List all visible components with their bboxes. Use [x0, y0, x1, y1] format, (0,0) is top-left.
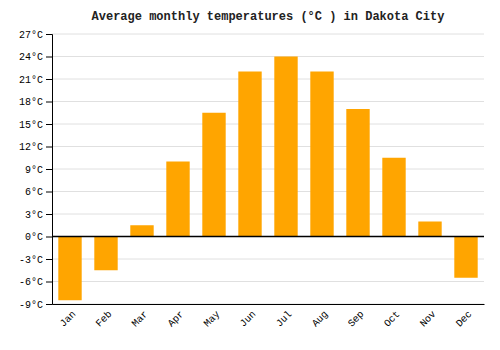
y-tick-mark	[46, 304, 52, 305]
grid-line	[52, 79, 484, 80]
x-tick: May	[202, 309, 223, 330]
y-tick: 12°C	[19, 142, 52, 153]
x-tick-label: Oct	[382, 309, 403, 330]
zero-line	[52, 236, 484, 238]
grid-line	[52, 191, 484, 192]
y-tick-label: 12°C	[19, 142, 43, 153]
x-tick: Mar	[130, 309, 151, 330]
grid-line	[52, 124, 484, 125]
bar	[274, 57, 297, 237]
grid	[52, 34, 484, 304]
plot: -9°C -6°C -3°C 0°C 3°C 6°C 9°C 12°C 15°C 18°C 21°C…	[19, 30, 485, 330]
grid-line	[52, 236, 484, 237]
x-tick-label: May	[202, 309, 223, 330]
y-tick-label: -6°C	[19, 277, 43, 288]
grid-line	[52, 281, 484, 282]
x-tick-label: Jul	[274, 309, 295, 330]
y-tick-label: 27°C	[19, 30, 43, 41]
y-tick-label: 9°C	[25, 165, 43, 176]
y-tick-mark	[46, 259, 52, 260]
bar	[130, 225, 153, 236]
y-tick-mark	[46, 79, 52, 80]
x-tick-label: Jun	[238, 309, 259, 330]
x-tick-label: Sep	[346, 309, 367, 330]
x-tick: Sep	[346, 309, 367, 330]
x-tick-label: Dec	[454, 309, 475, 330]
y-axis-line	[46, 35, 53, 305]
y-tick: -6°C	[19, 277, 52, 288]
bar	[58, 237, 81, 301]
y-tick-label: -3°C	[19, 255, 43, 266]
x-tick: Feb	[94, 309, 115, 330]
x-tick: Nov	[418, 309, 439, 330]
y-axis: -9°C -6°C -3°C 0°C 3°C 6°C 9°C 12°C 15°C 18°C 21°C…	[19, 30, 53, 311]
y-tick: 18°C	[19, 97, 52, 108]
bar	[94, 237, 117, 271]
y-tick-mark	[46, 237, 52, 238]
y-tick: 15°C	[19, 120, 52, 131]
bar	[166, 162, 189, 237]
x-tick: Jun	[238, 309, 259, 330]
x-tick-label: Jan	[58, 309, 79, 330]
x-tick-label: Feb	[94, 309, 115, 330]
bar	[346, 109, 369, 237]
y-tick: 0°C	[25, 232, 52, 243]
x-tick: Dec	[454, 309, 475, 330]
y-tick-mark	[46, 57, 52, 58]
y-tick-label: 3°C	[25, 210, 43, 221]
grid-line	[52, 101, 484, 102]
title: Average monthly temperatures (°C ) in Da…	[92, 10, 445, 24]
y-tick: 3°C	[25, 210, 52, 221]
y-tick-mark	[46, 282, 52, 283]
x-tick: Aug	[310, 309, 331, 330]
x-axis: Jan Feb Mar Apr May Jun Jul Aug Sep Oct Nov Dec	[53, 305, 485, 330]
y-tick-label: 24°C	[19, 52, 43, 63]
y-tick-label: 0°C	[25, 232, 43, 243]
bar	[454, 237, 477, 278]
y-tick: 27°C	[19, 30, 52, 41]
grid-line	[52, 169, 484, 170]
y-tick: 21°C	[19, 75, 52, 86]
x-tick: Oct	[382, 309, 403, 330]
bar	[238, 72, 261, 237]
x-tick: Jan	[58, 309, 79, 330]
bar	[382, 158, 405, 237]
grid-line	[52, 304, 484, 305]
x-axis-line	[53, 304, 485, 305]
y-tick-mark	[46, 124, 52, 125]
y-tick: 24°C	[19, 52, 52, 63]
grid-line	[52, 56, 484, 57]
y-tick: 6°C	[25, 187, 52, 198]
y-tick-label: 21°C	[19, 75, 43, 86]
y-tick-mark	[46, 147, 52, 148]
y-tick-mark	[46, 192, 52, 193]
chart: -9°C -6°C -3°C 0°C 3°C 6°C 9°C 12°C 15°C 18°C 21°C…	[0, 0, 500, 350]
x-tick-label: Mar	[130, 309, 151, 330]
x-tick: Apr	[166, 309, 187, 330]
y-tick-mark	[46, 34, 52, 35]
grid-line	[52, 214, 484, 215]
x-tick: Jul	[274, 309, 295, 330]
bar	[202, 113, 225, 237]
y-tick-mark	[46, 214, 52, 215]
y-tick-mark	[46, 102, 52, 103]
bar	[310, 72, 333, 237]
y-tick-label: -9°C	[19, 300, 43, 311]
grid-line	[52, 146, 484, 147]
grid-line	[52, 34, 484, 35]
x-tick-label: Aug	[310, 309, 331, 330]
y-tick-label: 15°C	[19, 120, 43, 131]
y-tick: 9°C	[25, 165, 52, 176]
y-tick-label: 18°C	[19, 97, 43, 108]
bars	[58, 57, 477, 301]
y-tick: -3°C	[19, 255, 52, 266]
x-tick-label: Nov	[418, 309, 439, 330]
y-tick: -9°C	[19, 300, 52, 311]
x-tick-label: Apr	[166, 309, 187, 330]
bar	[418, 222, 441, 237]
y-tick-mark	[46, 169, 52, 170]
y-tick-label: 6°C	[25, 187, 43, 198]
